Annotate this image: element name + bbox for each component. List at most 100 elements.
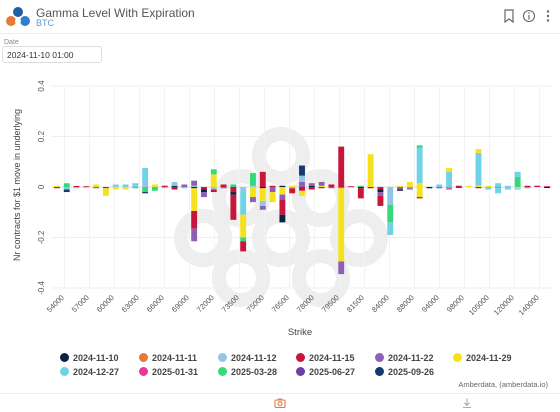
bar-segment bbox=[259, 188, 266, 201]
bar-segment bbox=[338, 146, 345, 187]
legend-item[interactable]: 2024-11-15 bbox=[296, 353, 355, 363]
bar-segment bbox=[455, 185, 462, 187]
bar-segment bbox=[514, 171, 521, 177]
bar-segment bbox=[259, 171, 266, 187]
bookmark-icon[interactable] bbox=[502, 9, 516, 23]
legend-item[interactable]: 2025-01-31 bbox=[139, 367, 198, 377]
data-credit: Amberdata, (amberdata.io) bbox=[458, 380, 548, 389]
bar-segment bbox=[465, 185, 472, 187]
bar-segment bbox=[259, 200, 266, 206]
bar-segment bbox=[269, 192, 276, 203]
header: Gamma Level With Expiration BTC bbox=[0, 0, 560, 34]
x-tick-label: 105000 bbox=[467, 293, 491, 317]
more-icon[interactable] bbox=[541, 9, 555, 23]
bar-segment bbox=[357, 187, 364, 189]
legend-item[interactable]: 2024-11-12 bbox=[218, 353, 277, 363]
legend-swatch bbox=[60, 367, 69, 376]
camera-icon[interactable] bbox=[274, 397, 286, 409]
bar-segment bbox=[142, 181, 149, 187]
bar-segment bbox=[475, 187, 482, 189]
bar-segment bbox=[152, 184, 158, 187]
bar-segment bbox=[240, 237, 247, 242]
bar-segment bbox=[416, 187, 423, 198]
bar-segment bbox=[230, 184, 237, 187]
x-tick-label: 60000 bbox=[95, 293, 116, 314]
legend-label: 2024-11-29 bbox=[466, 353, 512, 363]
legend-item[interactable]: 2024-11-11 bbox=[139, 353, 197, 363]
bar-segment bbox=[485, 185, 492, 187]
bar-segment bbox=[201, 189, 207, 193]
legend-item[interactable]: 2024-11-29 bbox=[453, 353, 512, 363]
bar-segment bbox=[122, 184, 129, 187]
bar-segment bbox=[406, 188, 413, 190]
bar-segment bbox=[397, 187, 403, 190]
bar-segment bbox=[436, 184, 443, 187]
legend-swatch bbox=[296, 367, 305, 376]
bar-segment bbox=[220, 187, 227, 189]
bar-segment bbox=[73, 187, 80, 189]
legend-item[interactable]: 2024-12-27 bbox=[60, 367, 119, 377]
bar-segment bbox=[416, 147, 423, 184]
bar-segment bbox=[544, 186, 551, 188]
bar-segment bbox=[240, 214, 247, 238]
bar-segment bbox=[171, 187, 178, 190]
bar-segment bbox=[63, 189, 70, 193]
bar-segment bbox=[191, 188, 198, 211]
bar-segment bbox=[210, 187, 217, 190]
legend-swatch bbox=[218, 353, 227, 362]
info-icon[interactable] bbox=[522, 9, 536, 23]
legend-item[interactable]: 2025-06-27 bbox=[296, 367, 355, 377]
bar-segment bbox=[475, 152, 482, 186]
legend-label: 2025-06-27 bbox=[309, 367, 356, 377]
bar-segment bbox=[171, 185, 178, 187]
legend-label: 2024-11-11 bbox=[152, 353, 198, 363]
bar-segment bbox=[406, 187, 413, 189]
bar-segment bbox=[475, 185, 482, 187]
bar-segment bbox=[416, 183, 423, 187]
bar-segment bbox=[367, 187, 374, 189]
legend-item[interactable]: 2024-11-10 bbox=[60, 353, 119, 363]
legend-item[interactable]: 2025-03-28 bbox=[218, 367, 277, 377]
bar-segment bbox=[299, 165, 305, 176]
bar-segment bbox=[514, 187, 521, 189]
bar-segment bbox=[259, 205, 266, 210]
legend-label: 2024-11-10 bbox=[73, 353, 119, 363]
bar-segment bbox=[279, 214, 286, 223]
bar-segment bbox=[357, 188, 364, 199]
bar-segment bbox=[289, 187, 296, 189]
bar-segment bbox=[181, 184, 188, 187]
legend-swatch bbox=[375, 353, 384, 362]
bar-segment bbox=[53, 185, 60, 187]
legend-swatch bbox=[139, 367, 148, 376]
download-icon[interactable] bbox=[461, 397, 473, 409]
date-input[interactable] bbox=[2, 46, 102, 63]
bar-segment bbox=[524, 185, 531, 187]
bar-segment bbox=[240, 241, 247, 252]
bar-segment bbox=[279, 199, 286, 215]
bar-segment bbox=[142, 168, 149, 182]
asset-label: BTC bbox=[36, 18, 54, 28]
legend-item[interactable]: 2024-11-22 bbox=[375, 353, 434, 363]
bar-segment bbox=[377, 195, 384, 206]
bar-segment bbox=[328, 184, 335, 187]
x-tick-label: 66000 bbox=[145, 293, 166, 314]
bar-segment bbox=[142, 187, 149, 193]
bar-segment bbox=[495, 188, 502, 194]
bar-segment bbox=[63, 183, 70, 187]
legend-item[interactable]: 2025-09-26 bbox=[375, 367, 434, 377]
bar-segment bbox=[357, 185, 364, 187]
bar-segment bbox=[259, 187, 266, 189]
legend-swatch bbox=[296, 353, 305, 362]
legend-swatch bbox=[375, 367, 384, 376]
y-tick-label: 0 bbox=[37, 184, 46, 189]
x-tick-label: 81500 bbox=[345, 293, 366, 314]
bar-segment bbox=[142, 192, 149, 194]
bar-segment bbox=[455, 187, 462, 188]
bar-segment bbox=[53, 187, 60, 189]
bar-segment bbox=[446, 171, 452, 187]
x-axis-label: Strike bbox=[288, 327, 312, 338]
chart-bars bbox=[53, 145, 551, 275]
bar-segment bbox=[504, 185, 511, 187]
chart-grid bbox=[52, 85, 552, 289]
bar-segment bbox=[73, 185, 80, 187]
